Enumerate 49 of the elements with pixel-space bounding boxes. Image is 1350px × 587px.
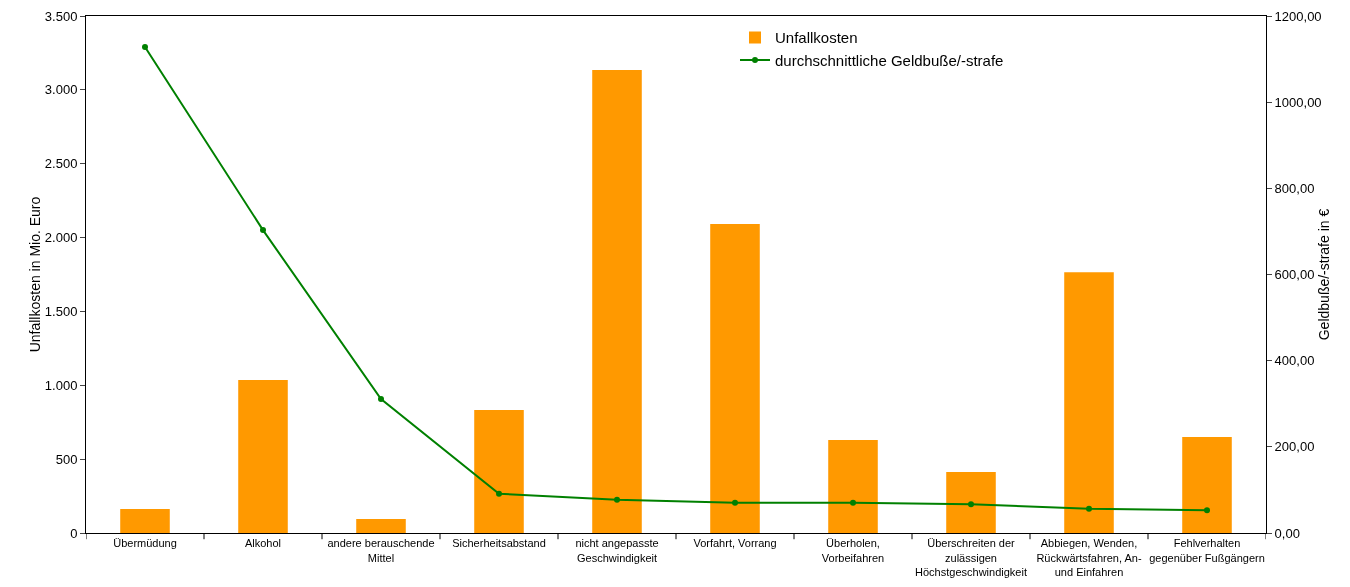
point bbox=[614, 496, 620, 503]
bar bbox=[1064, 272, 1114, 533]
y2-axis-title: Geldbuße/-strafe in € bbox=[1316, 208, 1333, 341]
bar bbox=[1182, 436, 1232, 533]
y2-tick-label: 0,00 bbox=[1274, 525, 1300, 541]
x-tick-label: andere berauschende Mittel bbox=[327, 537, 435, 564]
y-axis-title: Unfallkosten in Mio. Euro bbox=[26, 196, 43, 353]
x-tick-label: Überholen, Vorbeifahren bbox=[821, 537, 885, 564]
y2-tick-label: 1200,00 bbox=[1274, 8, 1322, 24]
bar bbox=[592, 70, 642, 533]
bar bbox=[946, 471, 996, 533]
point bbox=[968, 501, 974, 508]
y-tick-label: 2.000 bbox=[44, 230, 78, 246]
x-tick-label: Sicherheitsabstand bbox=[452, 537, 546, 550]
legend-label: durchschnittliche Geldbuße/-strafe bbox=[775, 51, 1004, 69]
bar bbox=[238, 379, 288, 533]
point bbox=[142, 44, 148, 51]
y-tick-label: 1.000 bbox=[44, 377, 78, 393]
point bbox=[732, 499, 738, 506]
y2-tick-label: 800,00 bbox=[1274, 180, 1315, 196]
y2-tick-label: 200,00 bbox=[1274, 439, 1315, 455]
point bbox=[260, 227, 266, 234]
x-tick-label: Alkohol bbox=[244, 537, 282, 550]
y-tick-label: 500 bbox=[55, 451, 78, 467]
y-tick-label: 1.500 bbox=[44, 303, 78, 319]
point bbox=[1204, 507, 1210, 514]
bar bbox=[356, 518, 406, 533]
x-tick-label: Abbiegen, Wenden, Rückwärtsfahren, An- und Einfahren bbox=[1036, 537, 1142, 578]
point bbox=[1086, 505, 1092, 512]
bar bbox=[474, 409, 524, 533]
point bbox=[850, 499, 856, 506]
y-tick-label: 3.000 bbox=[44, 82, 78, 98]
y2-tick-label: 1000,00 bbox=[1274, 94, 1322, 110]
legend-label: Unfallkosten bbox=[775, 29, 858, 47]
y-tick-label: 3.500 bbox=[44, 8, 78, 24]
bar bbox=[710, 223, 760, 533]
point bbox=[378, 396, 384, 403]
x-tick-label: Vorfahrt, Vorrang bbox=[693, 537, 777, 550]
point bbox=[496, 490, 502, 497]
x-tick-label: nicht angepasste Geschwindigkeit bbox=[575, 537, 659, 564]
x-tick-label: Überschreiten der zulässigen Höchstgeschwindigkeit bbox=[915, 537, 1027, 578]
bar bbox=[120, 509, 170, 533]
x-tick-label: Übermüdung bbox=[113, 537, 177, 550]
bar bbox=[828, 439, 878, 533]
y-tick-label: 2.500 bbox=[44, 156, 78, 172]
x-tick-label: Fehlverhalten gegenüber Fußgängern bbox=[1149, 537, 1265, 564]
y2-tick-label: 600,00 bbox=[1274, 267, 1315, 283]
y2-tick-label: 400,00 bbox=[1274, 353, 1315, 369]
y-tick-label: 0 bbox=[70, 525, 78, 541]
